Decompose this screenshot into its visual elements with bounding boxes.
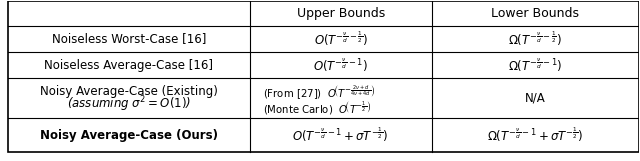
Text: (From [27])  $O\!\left(T^{-\frac{2\nu+d}{4\nu+4d}}\right)$: (From [27]) $O\!\left(T^{-\frac{2\nu+d}{… (262, 83, 375, 101)
Text: Noisy Average-Case (Existing): Noisy Average-Case (Existing) (40, 85, 218, 99)
Text: $\Omega(T^{-\frac{\nu}{d}-1} + \sigma T^{-\frac{1}{2}})$: $\Omega(T^{-\frac{\nu}{d}-1} + \sigma T^… (487, 126, 583, 144)
Text: N/A: N/A (525, 92, 545, 105)
Text: $O(T^{-\frac{\nu}{d}-1} + \sigma T^{-\frac{1}{2}})$: $O(T^{-\frac{\nu}{d}-1} + \sigma T^{-\fr… (292, 126, 389, 144)
Text: $O(T^{-\frac{\nu}{d}-1})$: $O(T^{-\frac{\nu}{d}-1})$ (314, 57, 368, 74)
Text: Noiseless Average-Case [16]: Noiseless Average-Case [16] (44, 59, 213, 72)
Text: $O(T^{-\frac{\nu}{d}-\frac{1}{2}})$: $O(T^{-\frac{\nu}{d}-\frac{1}{2}})$ (314, 30, 368, 48)
Text: Noisy Average-Case (Ours): Noisy Average-Case (Ours) (40, 129, 218, 142)
Text: Upper Bounds: Upper Bounds (296, 7, 385, 20)
Text: Lower Bounds: Lower Bounds (491, 7, 579, 20)
Text: (assuming $\sigma^2 = O(1)$): (assuming $\sigma^2 = O(1)$) (67, 95, 191, 114)
Text: Noiseless Worst-Case [16]: Noiseless Worst-Case [16] (52, 33, 206, 45)
Text: $\Omega(T^{-\frac{\nu}{d}-1})$: $\Omega(T^{-\frac{\nu}{d}-1})$ (508, 57, 563, 74)
Text: $\Omega(T^{-\frac{\nu}{d}-\frac{1}{2}})$: $\Omega(T^{-\frac{\nu}{d}-\frac{1}{2}})$ (508, 30, 562, 48)
Text: (Monte Carlo)  $O\!\left(T^{-\frac{1}{2}}\right)$: (Monte Carlo) $O\!\left(T^{-\frac{1}{2}}… (262, 99, 371, 115)
